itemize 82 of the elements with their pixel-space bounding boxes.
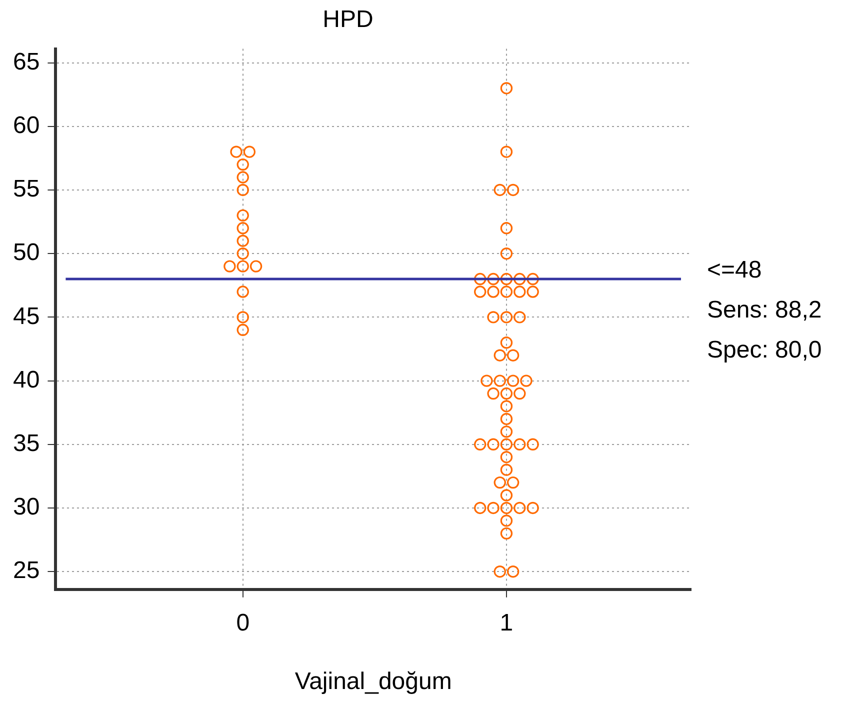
point [494, 349, 506, 362]
y-tick-label: 50 [12, 239, 40, 266]
point [250, 260, 262, 272]
point [500, 426, 513, 438]
y-tick-label: 55 [12, 176, 40, 203]
point [236, 260, 249, 272]
point [514, 311, 526, 324]
point [500, 489, 513, 502]
point [506, 184, 520, 196]
point [224, 260, 236, 272]
ref-line-label: <=48 [707, 256, 762, 284]
point [500, 336, 513, 349]
point [236, 234, 249, 247]
point [500, 247, 513, 260]
chart-title: HPD [322, 6, 374, 34]
point [500, 502, 513, 514]
point [236, 247, 249, 260]
point [514, 387, 526, 400]
point [506, 349, 520, 362]
point [500, 286, 513, 298]
point [487, 286, 500, 298]
point [474, 502, 486, 514]
point [236, 171, 249, 184]
point [236, 184, 249, 196]
point [514, 286, 526, 298]
point [500, 387, 513, 400]
text: Spec: 80,0 [707, 336, 822, 364]
x-tick-label: 0 [236, 609, 250, 636]
point [236, 286, 249, 298]
point [506, 565, 520, 578]
point [500, 412, 513, 426]
y-tick-label: 25 [12, 557, 40, 584]
point [494, 184, 506, 196]
point [500, 400, 513, 412]
point [506, 476, 520, 489]
point [526, 272, 539, 286]
text: Sens: 88,2 [707, 296, 822, 324]
point [500, 311, 513, 324]
point [474, 272, 486, 286]
point [500, 146, 513, 158]
point [474, 438, 486, 450]
point [500, 272, 513, 286]
point [500, 451, 513, 464]
point [236, 209, 249, 222]
x-axis-title: Vajinal_doğum [294, 668, 452, 696]
y-tick-label: 35 [12, 430, 40, 458]
point [514, 502, 526, 514]
point [520, 374, 532, 387]
point [487, 272, 500, 286]
x-tick-label: 1 [500, 609, 514, 636]
point [487, 387, 500, 400]
point [514, 438, 526, 450]
point [230, 146, 242, 158]
point [487, 502, 500, 514]
y-tick-label: 65 [12, 48, 40, 76]
point [500, 527, 513, 540]
point [500, 438, 513, 450]
y-tick-label: 45 [12, 302, 40, 330]
point [494, 565, 506, 578]
point [500, 222, 513, 234]
point [500, 464, 513, 476]
point [494, 476, 506, 489]
point [526, 438, 539, 450]
point [526, 502, 539, 514]
point [236, 222, 249, 234]
point [514, 272, 526, 286]
y-tick-label: 30 [12, 494, 40, 521]
point [480, 374, 493, 387]
point [526, 286, 539, 298]
point [474, 286, 486, 298]
point [487, 311, 500, 324]
point [506, 374, 520, 387]
point [487, 438, 500, 450]
y-tick-label: 40 [12, 366, 40, 394]
point [236, 158, 249, 171]
point [236, 324, 249, 336]
point [500, 514, 513, 527]
point [494, 374, 506, 387]
y-tick-label: 60 [12, 112, 40, 140]
point [236, 311, 249, 324]
point [500, 82, 513, 94]
point [243, 146, 256, 158]
